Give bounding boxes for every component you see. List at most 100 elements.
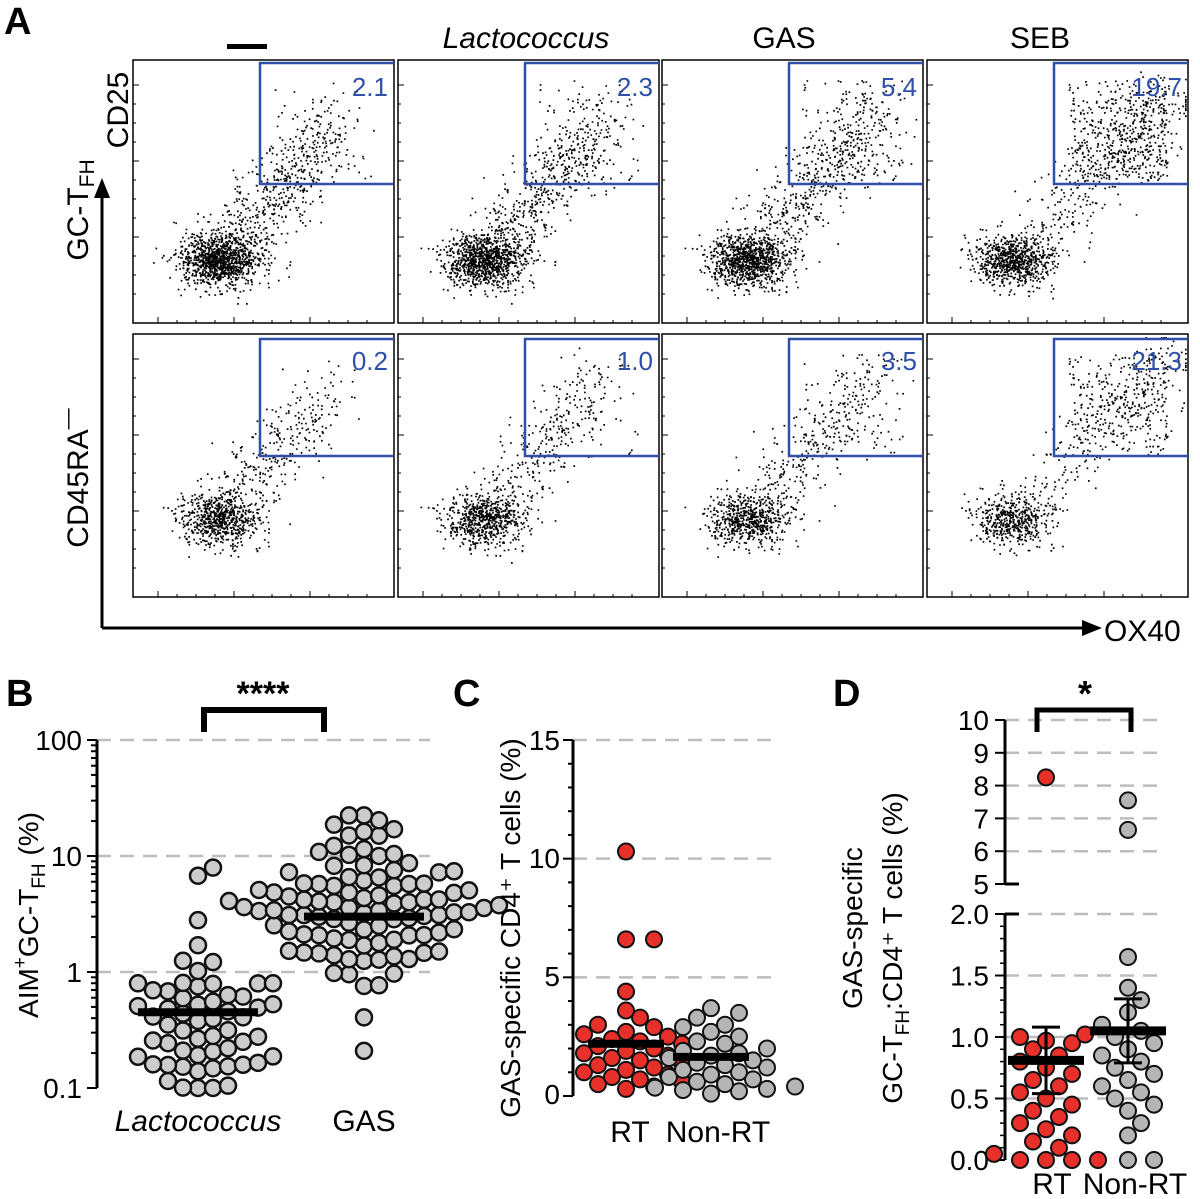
data-point — [645, 1058, 663, 1077]
y-tick-label: 5 — [973, 869, 989, 900]
flow-plots: 2.1 2.3 5.4 19.7 0.2 1.0 3.5 21.3 — [132, 59, 1189, 598]
panel-d-xlabel-rt: RT — [1032, 1168, 1071, 1199]
column-header-control-bar — [227, 44, 267, 49]
data-point — [459, 881, 479, 900]
data-point — [1011, 1028, 1029, 1046]
data-point — [617, 1001, 635, 1020]
data-point — [399, 949, 419, 969]
data-point — [646, 1078, 664, 1097]
data-point — [474, 898, 494, 918]
panel-d-ylabel-line1: GAS-specific — [837, 847, 868, 1009]
data-point — [369, 846, 389, 866]
data-point — [631, 1051, 649, 1070]
data-point — [369, 886, 389, 905]
data-point — [631, 1008, 649, 1027]
data-point — [384, 947, 404, 966]
panel-label-d: D — [833, 673, 860, 715]
panel-b-chart — [87, 707, 509, 1098]
panel-c-tick-10: 10 — [529, 843, 560, 874]
data-point — [143, 981, 163, 1000]
data-point — [429, 942, 449, 961]
data-point — [173, 1021, 193, 1040]
data-point — [384, 930, 404, 949]
data-point — [369, 811, 389, 830]
panel-c-tick-0: 0 — [544, 1079, 560, 1110]
significance-bracket — [1034, 707, 1134, 732]
data-point — [688, 1072, 706, 1091]
data-point — [158, 1071, 178, 1091]
gate-percent: 2.3 — [617, 72, 653, 102]
y-tick-label: 6 — [973, 836, 989, 867]
data-point — [429, 923, 449, 942]
gate-box — [1052, 61, 1188, 186]
gate-box — [787, 61, 923, 186]
data-point — [444, 920, 464, 939]
data-point — [399, 892, 419, 912]
data-point — [1119, 1151, 1137, 1169]
data-point — [702, 1084, 720, 1103]
data-point — [339, 806, 359, 825]
data-point — [617, 1022, 635, 1041]
data-point — [354, 839, 374, 859]
data-point — [384, 844, 404, 864]
data-point — [1024, 1101, 1042, 1120]
data-point — [369, 868, 389, 887]
data-point — [369, 933, 389, 953]
data-point — [444, 862, 464, 881]
data-point — [384, 894, 404, 913]
data-point — [645, 1018, 663, 1037]
data-point — [324, 929, 344, 948]
data-point — [1145, 1034, 1163, 1053]
data-point — [730, 1003, 748, 1022]
data-point — [1106, 1089, 1124, 1108]
panel-b-xlabel-lactococcus: Lactococcus — [115, 1105, 282, 1138]
data-point — [1132, 1114, 1150, 1133]
data-point — [218, 1057, 238, 1076]
gate-box — [258, 337, 394, 458]
y-tick-label: 2.0 — [950, 899, 989, 930]
data-point — [1011, 1083, 1029, 1102]
data-point — [128, 974, 148, 993]
data-point — [459, 903, 479, 922]
data-point — [339, 826, 359, 845]
gate-percent: 1.0 — [617, 346, 653, 376]
data-point — [399, 853, 419, 873]
data-point — [702, 999, 720, 1018]
axis-label-cd25: CD25 — [102, 72, 135, 149]
data-point — [985, 1144, 1003, 1163]
data-point — [218, 985, 238, 1005]
data-point — [324, 893, 344, 912]
plot-frame — [132, 333, 395, 598]
data-point — [384, 964, 404, 983]
data-point — [279, 922, 299, 941]
data-point — [279, 941, 299, 961]
data-point — [489, 895, 509, 915]
data-point — [1132, 1083, 1150, 1102]
gate-percent: 0.2 — [352, 346, 388, 376]
y-tick-label: 10 — [958, 705, 989, 736]
data-point — [414, 874, 434, 893]
gate-box — [787, 337, 923, 458]
data-point — [444, 903, 464, 922]
data-point — [188, 910, 208, 930]
data-point — [143, 1055, 163, 1074]
data-point — [158, 1055, 178, 1075]
data-point — [1037, 1151, 1055, 1169]
y-tick-label: 1.5 — [950, 961, 989, 992]
data-point — [158, 1015, 178, 1034]
column-header-gas: GAS — [752, 22, 815, 55]
data-point — [188, 1062, 208, 1081]
data-point — [218, 1076, 238, 1095]
data-point — [1050, 1138, 1068, 1157]
panel-c-xlabel-nonrt: Non-RT — [666, 1116, 770, 1149]
data-point — [1119, 948, 1137, 967]
data-point — [173, 973, 193, 993]
data-point — [279, 862, 299, 882]
data-point — [1063, 1064, 1081, 1083]
data-point — [218, 1039, 238, 1058]
data-point — [444, 883, 464, 903]
data-point — [758, 1039, 776, 1058]
data-point — [354, 1008, 374, 1027]
data-point — [645, 930, 663, 949]
